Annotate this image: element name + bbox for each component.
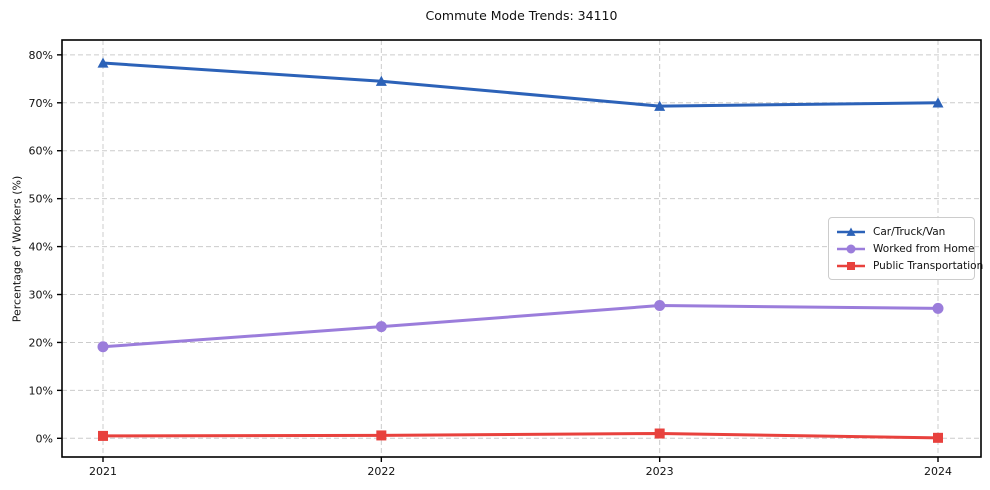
circle-marker	[375, 321, 387, 333]
series-line	[101, 61, 940, 108]
circle-marker	[846, 244, 856, 253]
x-tick-label: 2024	[924, 465, 952, 478]
circle-legend-swatch	[837, 244, 865, 253]
square-marker	[376, 430, 387, 441]
legend-label: Public Transportation	[873, 259, 984, 272]
triangle-marker	[932, 97, 944, 108]
y-tick-label: 20%	[29, 336, 53, 349]
plot-frame	[61, 39, 982, 458]
series-line	[101, 304, 940, 349]
x-tick-label: 2022	[367, 465, 395, 478]
legend: Car/Truck/Van Worked from Home Public Tran…	[828, 217, 983, 280]
triangle-marker	[654, 100, 666, 111]
chart-title: Commute Mode Trends: 34110	[425, 8, 618, 23]
legend-item: Public Transportation	[836, 257, 983, 274]
y-tick-label: 50%	[29, 193, 53, 206]
square-marker	[98, 430, 108, 441]
square-marker	[654, 428, 665, 439]
y-tick-label: 70%	[29, 97, 53, 110]
triangle-legend-swatch	[837, 227, 865, 236]
legend-item: Car/Truck/Van	[836, 223, 966, 240]
series-line	[101, 432, 940, 440]
triangle-marker	[97, 57, 109, 68]
y-tick-label: 60%	[29, 145, 53, 158]
x-tick-label: 2021	[89, 465, 117, 478]
series-layer	[97, 57, 944, 443]
y-tick-label: 80%	[29, 49, 53, 62]
triangle-marker	[846, 227, 856, 236]
y-tick-label: 10%	[29, 384, 53, 397]
legend-item: Worked from Home	[836, 240, 974, 257]
y-tick-label: 40%	[29, 241, 53, 254]
square-marker	[847, 261, 855, 270]
square-legend-swatch	[837, 261, 865, 270]
y-tick-label: 0%	[36, 432, 53, 445]
grid-layer	[62, 40, 981, 457]
y-tick-label: 30%	[29, 289, 53, 302]
triangle-marker	[375, 75, 387, 86]
axes-layer: 0% 10% 20% 30% 40% 50% 60% 70% 80% 2021 2022 2023 20…	[29, 39, 982, 478]
circle-marker	[97, 341, 109, 353]
square-marker	[933, 432, 943, 443]
legend-label: Car/Truck/Van	[873, 225, 946, 238]
legend-label: Worked from Home	[873, 242, 975, 255]
circle-marker	[654, 300, 666, 312]
x-tick-label: 2023	[646, 465, 674, 478]
circle-marker	[932, 302, 944, 314]
